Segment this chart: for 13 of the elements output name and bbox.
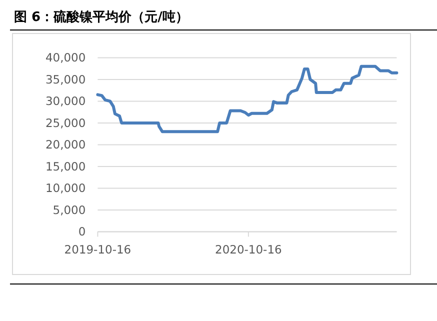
line-series [96,64,398,134]
y-tick-label: 25,000 [45,116,86,130]
x-tick-label: 2020-10-16 [215,242,282,257]
x-tick-label: 2019-10-16 [64,242,132,257]
y-tick-label: 15,000 [45,159,86,174]
y-tick-label: 5,000 [52,202,86,217]
y-tick-label: 10,000 [45,181,86,196]
y-tick-label: 35,000 [45,72,86,86]
chart-title: 图 6：硫酸镍平均价（元/吨） [14,9,188,25]
y-tick-label: 30,000 [45,94,86,108]
y-tick-label: 0 [78,224,86,239]
y-tick-label: 20,000 [45,138,86,152]
y-tick-label: 40,000 [45,50,86,65]
